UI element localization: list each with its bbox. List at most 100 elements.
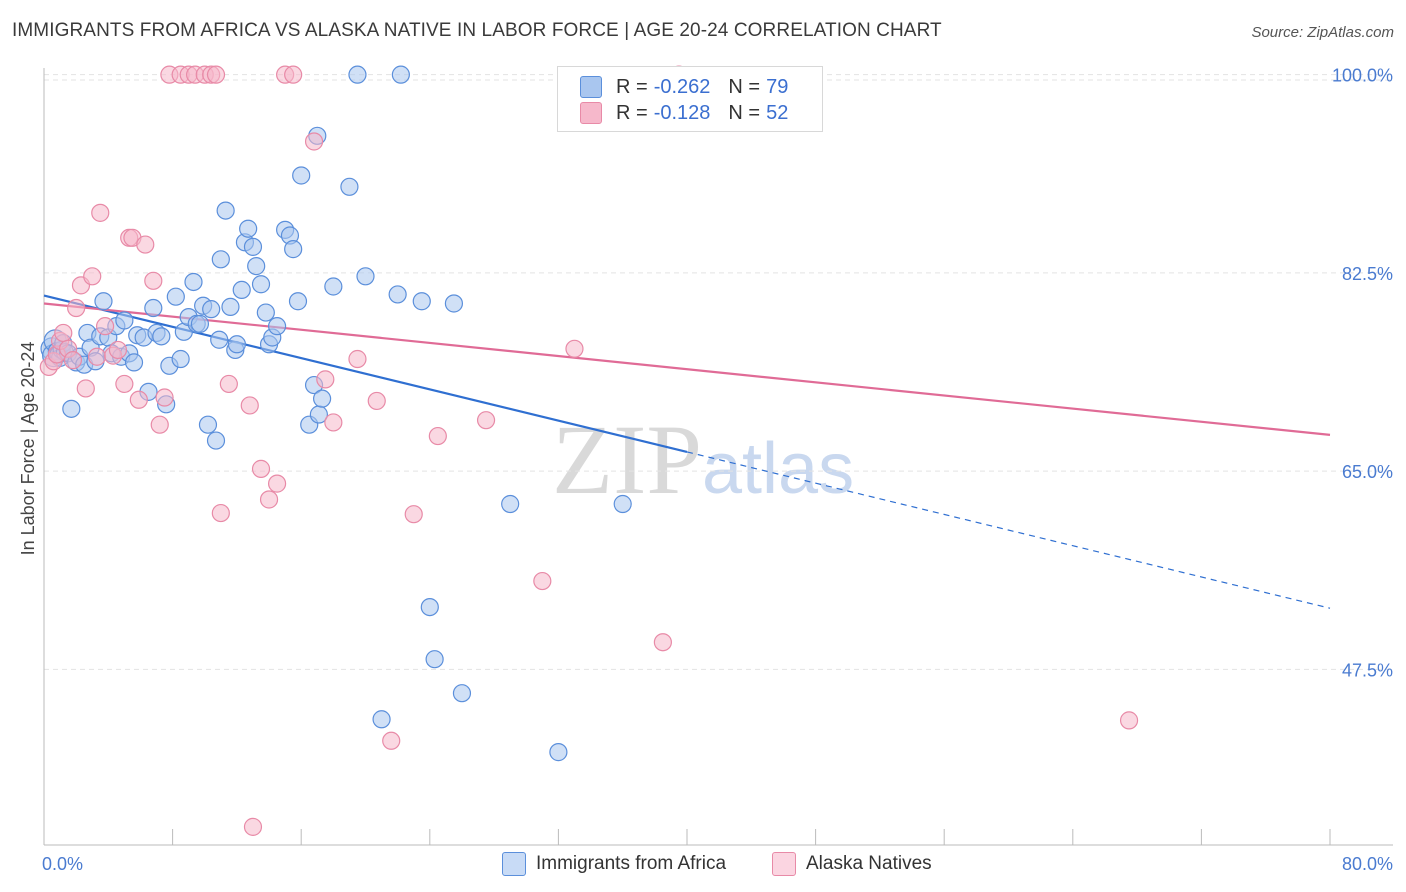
legend-label-africa: Immigrants from Africa — [536, 853, 727, 874]
point-africa — [152, 327, 171, 346]
point-alaska — [129, 390, 148, 409]
point-africa — [166, 287, 185, 306]
africa-swatch — [580, 76, 602, 98]
point-alaska — [144, 271, 163, 290]
point-alaska — [136, 235, 155, 254]
point-alaska — [115, 374, 134, 394]
r-label: R = — [616, 75, 648, 98]
chart-title: IMMIGRANTS FROM AFRICA VS ALASKA NATIVE … — [12, 20, 942, 41]
x-tick-label: 80.0% — [1342, 854, 1393, 874]
point-africa — [62, 399, 81, 418]
point-africa — [372, 710, 391, 729]
n-label: N = — [728, 75, 761, 98]
stats-legend: R = -0.262 N = 79 R = -0.128 N = 52 — [557, 66, 823, 132]
africa-legend-swatch — [502, 852, 526, 876]
point-alaska — [476, 411, 496, 430]
y-tick-label: 65.0% — [1342, 462, 1393, 482]
n-value: 79 — [766, 75, 789, 98]
point-alaska — [87, 347, 107, 366]
point-africa — [124, 353, 144, 372]
point-africa — [211, 250, 230, 269]
point-africa — [216, 201, 235, 220]
point-alaska — [284, 65, 303, 84]
point-alaska — [83, 267, 102, 286]
point-africa — [232, 280, 251, 299]
point-africa — [256, 303, 275, 322]
point-alaska — [63, 351, 83, 370]
point-alaska — [267, 474, 287, 493]
point-africa — [94, 292, 113, 311]
tick-labels: 47.5% 65.0% 82.5% 100.0% 0.0% 80.0% In Labor F… — [18, 66, 1393, 874]
point-africa — [425, 650, 444, 669]
point-africa — [412, 292, 431, 311]
point-alaska — [1119, 711, 1139, 730]
n-label: N = — [728, 101, 761, 124]
point-alaska — [206, 65, 226, 84]
point-alaska — [240, 396, 259, 415]
series-legend: Immigrants from Africa Alaska Natives — [0, 852, 1406, 878]
y-tick-label: 82.5% — [1342, 264, 1393, 284]
r-value: -0.128 — [653, 101, 711, 124]
point-alaska — [155, 388, 174, 407]
data-points — [39, 65, 1139, 836]
point-alaska — [251, 459, 271, 478]
axes — [43, 68, 1393, 846]
point-africa — [251, 275, 271, 294]
point-africa — [206, 431, 226, 450]
point-alaska — [382, 731, 401, 750]
point-africa — [267, 317, 287, 336]
point-alaska — [95, 317, 115, 336]
point-africa — [388, 285, 407, 304]
stats-row-alaska: R = -0.128 N = 52 — [580, 99, 788, 127]
watermark-atlas: atlas — [702, 429, 855, 509]
series-africa — [40, 65, 632, 762]
point-africa — [312, 389, 332, 408]
trendline-africa-extrapolated — [686, 451, 1331, 609]
point-africa — [284, 240, 303, 259]
point-alaska — [150, 415, 169, 434]
alaska-legend-swatch — [772, 852, 796, 876]
point-alaska — [243, 817, 263, 836]
point-africa — [452, 684, 472, 703]
point-africa — [221, 297, 240, 316]
x-tick-label: 0.0% — [42, 854, 83, 874]
point-africa — [247, 257, 266, 276]
legend-item-africa: Immigrants from Africa — [502, 852, 726, 876]
point-alaska — [304, 132, 324, 151]
y-axis-title: In Labor Force | Age 20-24 — [18, 342, 38, 556]
n-value: 52 — [766, 101, 789, 124]
point-alaska — [653, 633, 672, 652]
point-alaska — [428, 426, 447, 446]
trendline-africa — [43, 294, 688, 453]
y-tick-label: 100.0% — [1332, 66, 1393, 86]
trend-lines — [43, 294, 1331, 609]
point-africa — [202, 300, 221, 319]
y-tick-label: 47.5% — [1342, 660, 1393, 680]
point-africa — [420, 597, 439, 617]
point-alaska — [565, 339, 584, 358]
point-alaska — [76, 379, 95, 398]
point-africa — [340, 177, 359, 196]
point-africa — [356, 267, 375, 286]
point-alaska — [67, 298, 86, 318]
point-africa — [501, 494, 520, 514]
point-africa — [115, 311, 134, 330]
point-africa — [549, 743, 568, 762]
legend-item-alaska: Alaska Natives — [772, 852, 932, 876]
point-africa — [239, 219, 258, 238]
point-africa — [184, 272, 203, 292]
point-alaska — [533, 571, 552, 591]
source-label: Source: ZipAtlas.com — [1251, 24, 1394, 41]
point-alaska — [211, 503, 230, 523]
trendline-alaska — [43, 302, 1331, 437]
point-alaska — [316, 370, 335, 389]
point-africa — [210, 330, 229, 349]
point-africa — [292, 166, 311, 185]
point-africa — [324, 277, 343, 296]
point-alaska — [54, 323, 73, 343]
point-africa — [444, 294, 464, 313]
r-value: -0.262 — [653, 75, 711, 98]
point-alaska — [91, 203, 110, 222]
alaska-swatch — [580, 102, 602, 124]
point-alaska — [324, 413, 343, 432]
